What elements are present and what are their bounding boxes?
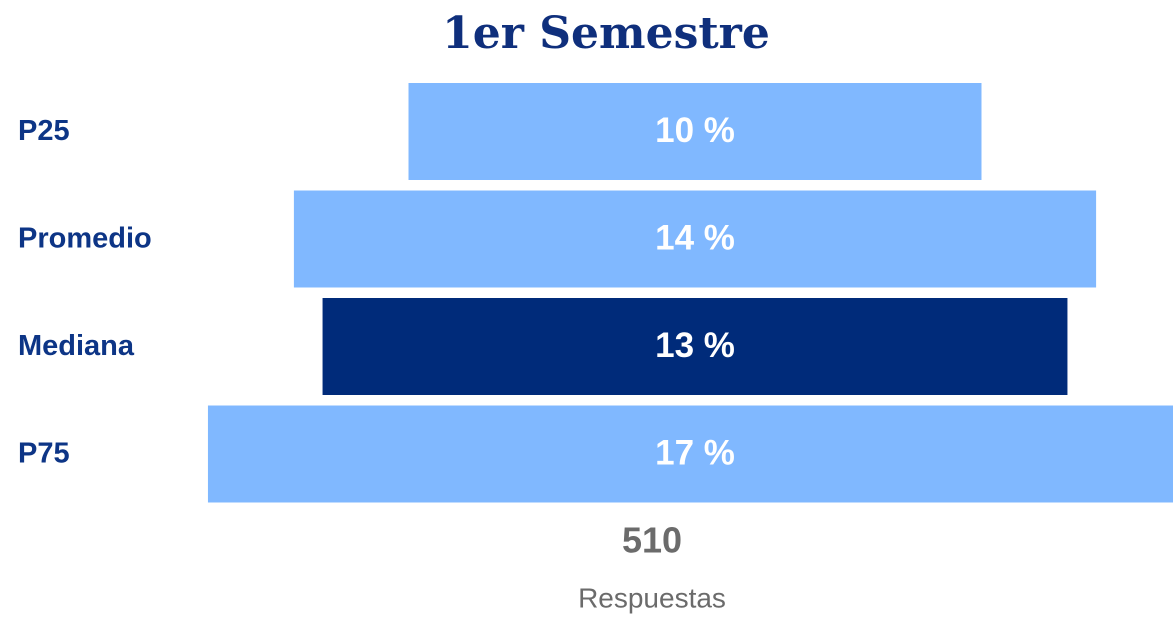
value-label: 14 % [655,218,735,257]
total-label: Respuestas [578,582,726,613]
bar [322,298,1068,395]
chart-title: 1er Semestre [442,8,770,59]
value-label: 17 % [655,433,735,472]
category-label: P25 [18,115,70,147]
total: 510 [622,520,682,561]
category-label: Promedio [18,223,152,255]
bar [207,405,1173,503]
category-label: Mediana [18,330,135,362]
bar [293,190,1097,288]
category-label: P75 [18,438,70,470]
value-label: 10 % [655,111,735,150]
bar [408,83,982,180]
value-label: 13 % [655,326,735,365]
